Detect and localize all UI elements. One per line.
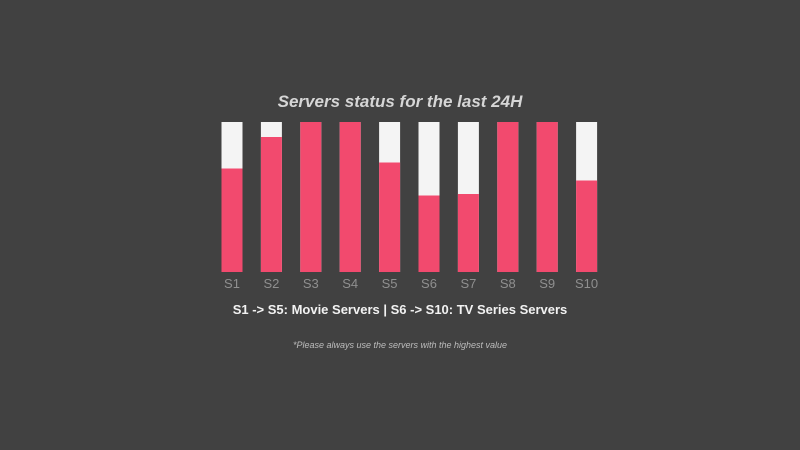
x-tick-label-s1: S1 bbox=[224, 276, 240, 291]
bar-group-s3 bbox=[300, 122, 322, 272]
x-tick-label-s10: S10 bbox=[575, 276, 598, 291]
bar-value-s10 bbox=[576, 180, 598, 272]
bar-value-s5 bbox=[379, 162, 401, 272]
x-tick-label-s7: S7 bbox=[460, 276, 476, 291]
bar-value-s1 bbox=[221, 168, 243, 272]
bar-group-s7 bbox=[457, 122, 479, 272]
bars-layer bbox=[221, 122, 598, 272]
x-tick-label-s3: S3 bbox=[303, 276, 319, 291]
bar-group-s2 bbox=[260, 122, 282, 272]
bar-value-s8 bbox=[497, 122, 519, 272]
x-tick-label-s4: S4 bbox=[342, 276, 358, 291]
bar-value-s4 bbox=[339, 122, 361, 272]
server-group-legend: S1 -> S5: Movie Servers | S6 -> S10: TV … bbox=[232, 302, 568, 317]
x-tick-label-s2: S2 bbox=[263, 276, 279, 291]
bar-group-s10 bbox=[576, 122, 598, 272]
x-tick-label-s9: S9 bbox=[539, 276, 555, 291]
bar-group-s6 bbox=[418, 122, 440, 272]
bar-value-s9 bbox=[536, 122, 558, 272]
x-tick-label-s6: S6 bbox=[421, 276, 437, 291]
bar-group-s1 bbox=[221, 122, 243, 272]
bar-value-s2 bbox=[260, 137, 282, 272]
bar-group-s4 bbox=[339, 122, 361, 272]
bar-group-s5 bbox=[379, 122, 401, 272]
chart-title: Servers status for the last 24H bbox=[277, 92, 523, 111]
bar-value-s3 bbox=[300, 122, 322, 272]
bar-group-s9 bbox=[536, 122, 558, 272]
bar-value-s7 bbox=[457, 194, 479, 272]
x-tick-label-s8: S8 bbox=[500, 276, 516, 291]
x-tick-label-s5: S5 bbox=[382, 276, 398, 291]
footnote: *Please always use the servers with the … bbox=[292, 340, 508, 350]
bar-value-s6 bbox=[418, 195, 440, 272]
bar-group-s8 bbox=[497, 122, 519, 272]
tick-labels-layer: S1 S2 S3 S4 S5 S6 S7 S8 S9 S10 bbox=[224, 276, 598, 291]
